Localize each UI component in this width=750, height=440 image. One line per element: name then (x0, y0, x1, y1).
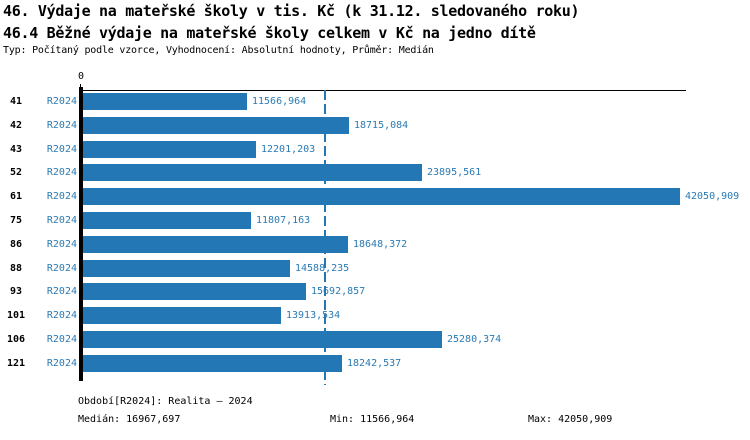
bar-row: 121 R2024 18242,537 (0, 355, 750, 372)
value-bar (83, 212, 251, 229)
category-label: 93 (9, 286, 23, 297)
series-period-label: R2024 (46, 239, 77, 250)
series-period-label: R2024 (46, 215, 77, 226)
series-period-label: R2024 (46, 120, 77, 131)
bar-row: 41 R2024 11566,964 (0, 93, 750, 110)
x-axis-line (79, 90, 686, 91)
category-label: 61 (9, 191, 23, 202)
bar-row: 75 R2024 11807,163 (0, 212, 750, 229)
value-label: 23895,561 (427, 167, 482, 178)
value-bar (83, 283, 306, 300)
category-label: 86 (9, 239, 23, 250)
footer-min: Min: 11566,964 (330, 414, 415, 425)
value-bar (83, 307, 281, 324)
report-meta: Typ: Počítaný podle vzorce, Vyhodnocení:… (3, 45, 434, 56)
y-axis-line (79, 87, 83, 381)
value-label: 18715,084 (354, 120, 409, 131)
value-bar (83, 164, 422, 181)
bar-row: 86 R2024 18648,372 (0, 236, 750, 253)
bar-row: 88 R2024 14588,235 (0, 260, 750, 277)
series-period-label: R2024 (46, 334, 77, 345)
footer-median: Medián: 16967,697 (78, 414, 181, 425)
category-label: 101 (6, 310, 26, 321)
category-label: 121 (6, 358, 26, 369)
value-label: 13913,534 (286, 310, 341, 321)
category-label: 42 (9, 120, 23, 131)
x-axis-zero-label: 0 (77, 71, 85, 82)
value-label: 42050,909 (685, 191, 740, 202)
bar-row: 106 R2024 25280,374 (0, 331, 750, 348)
value-label: 12201,203 (261, 144, 316, 155)
category-label: 41 (9, 96, 23, 107)
value-bar (83, 93, 247, 110)
value-label: 18648,372 (353, 239, 408, 250)
footer-period: Období[R2024]: Realita – 2024 (78, 396, 253, 407)
value-bar (83, 260, 290, 277)
value-bar (83, 117, 349, 134)
value-bar (83, 355, 342, 372)
value-label: 11807,163 (256, 215, 311, 226)
category-label: 75 (9, 215, 23, 226)
value-bar (83, 188, 680, 205)
category-label: 88 (9, 263, 23, 274)
bar-row: 52 R2024 23895,561 (0, 164, 750, 181)
value-label: 14588,235 (295, 263, 350, 274)
value-label: 18242,537 (347, 358, 402, 369)
series-period-label: R2024 (46, 144, 77, 155)
series-period-label: R2024 (46, 96, 77, 107)
category-label: 43 (9, 144, 23, 155)
value-label: 15692,857 (311, 286, 366, 297)
value-bar (83, 236, 348, 253)
value-bar (83, 141, 256, 158)
category-label: 52 (9, 167, 23, 178)
series-period-label: R2024 (46, 358, 77, 369)
bar-row: 61 R2024 42050,909 (0, 188, 750, 205)
bar-row: 42 R2024 18715,084 (0, 117, 750, 134)
category-label: 106 (6, 334, 26, 345)
report-subtitle: 46.4 Běžné výdaje na mateřské školy celk… (3, 24, 536, 42)
report-title: 46. Výdaje na mateřské školy v tis. Kč (… (3, 2, 580, 20)
series-period-label: R2024 (46, 286, 77, 297)
value-label: 11566,964 (252, 96, 307, 107)
bar-row: 43 R2024 12201,203 (0, 141, 750, 158)
value-bar (83, 331, 442, 348)
series-period-label: R2024 (46, 191, 77, 202)
bar-row: 93 R2024 15692,857 (0, 283, 750, 300)
series-period-label: R2024 (46, 263, 77, 274)
series-period-label: R2024 (46, 310, 77, 321)
series-period-label: R2024 (46, 167, 77, 178)
footer-max: Max: 42050,909 (528, 414, 613, 425)
value-label: 25280,374 (447, 334, 502, 345)
bar-row: 101 R2024 13913,534 (0, 307, 750, 324)
